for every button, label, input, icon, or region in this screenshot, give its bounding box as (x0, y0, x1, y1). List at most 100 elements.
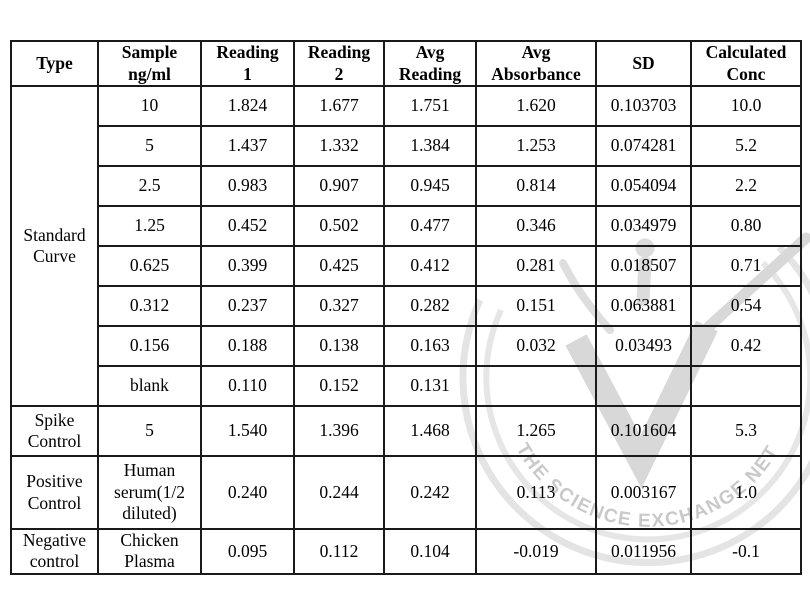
cell-avg-absorbance: -0.019 (475, 528, 597, 575)
cell-sd: 0.018507 (595, 245, 692, 287)
header-reading2: Reading 2 (293, 40, 385, 87)
cell-avg-absorbance: 0.151 (475, 285, 597, 327)
cell-avg-reading: 1.751 (383, 85, 477, 127)
header-sample: Sample ng/ml (97, 40, 202, 87)
header-avg-reading: Avg Reading (383, 40, 477, 87)
cell-reading2: 1.396 (293, 405, 385, 457)
cell-reading1: 0.237 (200, 285, 295, 327)
table-row: Spike Control 5 1.540 1.396 1.468 1.265 … (10, 405, 802, 457)
cell-sample: Chicken Plasma (97, 528, 202, 575)
cell-sd: 0.011956 (595, 528, 692, 575)
cell-avg-absorbance: 0.032 (475, 325, 597, 367)
cell-reading2: 0.112 (293, 528, 385, 575)
cell-sample: 0.312 (97, 285, 202, 327)
cell-sample: 5 (97, 405, 202, 457)
header-avg-absorbance: Avg Absorbance (475, 40, 597, 87)
table-row: 2.5 0.983 0.907 0.945 0.814 0.054094 2.2 (11, 165, 802, 207)
cell-sd: 0.063881 (595, 285, 692, 327)
header-calculated-conc: Calculated Conc (690, 40, 802, 87)
cell-calc-conc: 10.0 (690, 85, 802, 127)
cell-sample: 0.156 (97, 325, 202, 367)
cell-reading2: 0.425 (293, 245, 385, 287)
cell-avg-absorbance: 0.346 (475, 205, 597, 247)
table-row: Standard Curve 10 1.824 1.677 1.751 1.62… (10, 85, 802, 407)
cell-calc-conc: 0.54 (690, 285, 802, 327)
cell-reading1: 0.110 (200, 365, 295, 407)
table-row: 0.625 0.399 0.425 0.412 0.281 0.018507 0… (11, 245, 802, 287)
cell-avg-reading: 1.384 (383, 125, 477, 167)
cell-sample: 2.5 (97, 165, 202, 207)
table-row: 0.156 0.188 0.138 0.163 0.032 0.03493 0.… (11, 325, 802, 367)
cell-avg-absorbance: 1.620 (475, 85, 597, 127)
cell-calc-conc: 5.3 (690, 405, 802, 457)
cell-reading2: 1.677 (293, 85, 385, 127)
cell-avg-absorbance: 0.281 (475, 245, 597, 287)
cell-sd: 0.103703 (595, 85, 692, 127)
table-row: 1.25 0.452 0.502 0.477 0.346 0.034979 0.… (11, 205, 802, 247)
table-row: 0.312 0.237 0.327 0.282 0.151 0.063881 0… (11, 285, 802, 327)
cell-avg-absorbance: 1.265 (475, 405, 597, 457)
cell-reading2: 0.152 (293, 365, 385, 407)
cell-sample: blank (97, 365, 202, 407)
table-row: blank 0.110 0.152 0.131 (11, 365, 802, 407)
header-sd: SD (595, 40, 692, 87)
cell-avg-absorbance: 0.113 (475, 455, 597, 530)
cell-sd: 0.054094 (595, 165, 692, 207)
cell-reading2: 1.332 (293, 125, 385, 167)
cell-avg-reading: 1.468 (383, 405, 477, 457)
cell-calc-conc: 5.2 (690, 125, 802, 167)
table-row: 5 1.437 1.332 1.384 1.253 0.074281 5.2 (11, 125, 802, 167)
cell-reading1: 1.824 (200, 85, 295, 127)
type-cell-standard-curve: Standard Curve (10, 85, 99, 407)
cell-avg-reading: 0.104 (383, 528, 477, 575)
cell-reading1: 0.399 (200, 245, 295, 287)
cell-avg-reading: 0.163 (383, 325, 477, 367)
cell-reading2: 0.138 (293, 325, 385, 367)
cell-avg-absorbance (475, 365, 597, 407)
cell-calc-conc: -0.1 (690, 528, 802, 575)
header-type: Type (10, 40, 99, 87)
cell-calc-conc: 0.80 (690, 205, 802, 247)
cell-reading1: 0.452 (200, 205, 295, 247)
type-cell-positive-control: Positive Control (10, 455, 99, 530)
cell-calc-conc (690, 365, 802, 407)
cell-avg-reading: 0.477 (383, 205, 477, 247)
cell-avg-reading: 0.242 (383, 455, 477, 530)
cell-calc-conc: 0.42 (690, 325, 802, 367)
type-cell-spike-control: Spike Control (10, 405, 99, 457)
cell-reading2: 0.244 (293, 455, 385, 530)
cell-reading1: 1.540 (200, 405, 295, 457)
cell-avg-reading: 0.945 (383, 165, 477, 207)
cell-avg-reading: 0.412 (383, 245, 477, 287)
cell-sd: 0.101604 (595, 405, 692, 457)
cell-avg-absorbance: 1.253 (475, 125, 597, 167)
cell-sample: 10 (97, 85, 202, 127)
cell-sd: 0.074281 (595, 125, 692, 167)
cell-reading2: 0.907 (293, 165, 385, 207)
cell-reading1: 1.437 (200, 125, 295, 167)
cell-sample: Human serum(1/2 diluted) (97, 455, 202, 530)
elisa-results-table: Type Sample ng/ml Reading 1 Reading 2 Av… (10, 40, 802, 575)
cell-avg-reading: 0.131 (383, 365, 477, 407)
cell-avg-reading: 0.282 (383, 285, 477, 327)
cell-reading2: 0.502 (293, 205, 385, 247)
cell-calc-conc: 0.71 (690, 245, 802, 287)
cell-sample: 5 (97, 125, 202, 167)
cell-reading1: 0.240 (200, 455, 295, 530)
cell-sd: 0.03493 (595, 325, 692, 367)
cell-calc-conc: 2.2 (690, 165, 802, 207)
header-reading1: Reading 1 (200, 40, 295, 87)
header-row: Type Sample ng/ml Reading 1 Reading 2 Av… (10, 40, 802, 87)
cell-sd: 0.003167 (595, 455, 692, 530)
cell-calc-conc: 1.0 (690, 455, 802, 530)
cell-reading1: 0.983 (200, 165, 295, 207)
table-row: Negative control Chicken Plasma 0.095 0.… (10, 528, 802, 575)
type-cell-negative-control: Negative control (10, 528, 99, 575)
cell-sample: 0.625 (97, 245, 202, 287)
cell-reading1: 0.188 (200, 325, 295, 367)
cell-sample: 1.25 (97, 205, 202, 247)
cell-reading2: 0.327 (293, 285, 385, 327)
cell-reading1: 0.095 (200, 528, 295, 575)
cell-sd: 0.034979 (595, 205, 692, 247)
cell-avg-absorbance: 0.814 (475, 165, 597, 207)
